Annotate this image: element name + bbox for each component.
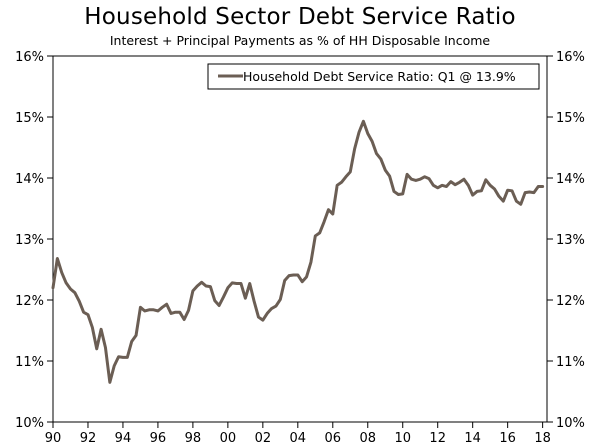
x-tick-label: 08 <box>359 431 376 446</box>
y-tick-label-left: 11% <box>15 355 44 370</box>
y-tick-label-left: 12% <box>15 294 44 309</box>
x-tick-label: 12 <box>429 431 446 446</box>
y-tick-label-left: 13% <box>15 233 44 248</box>
chart-title: Household Sector Debt Service Ratio <box>84 4 516 30</box>
y-tick-label-left: 10% <box>15 416 44 431</box>
x-tick-label: 14 <box>464 431 481 446</box>
y-tick-label-right: 12% <box>556 294 585 309</box>
y-tick-label-left: 15% <box>15 111 44 126</box>
y-tick-label-right: 15% <box>556 111 585 126</box>
y-tick-label-right: 16% <box>556 50 585 65</box>
legend-box <box>207 63 540 90</box>
x-tick-label: 04 <box>290 431 307 446</box>
legend-label: Household Debt Service Ratio: Q1 @ 13.9% <box>243 69 516 84</box>
x-tick-label: 90 <box>45 431 62 446</box>
series-line-debt-service-ratio <box>51 119 545 384</box>
y-tick-label-right: 14% <box>556 172 585 187</box>
x-tick-label: 94 <box>115 431 132 446</box>
plot-area-frame <box>52 55 548 423</box>
legend: Household Debt Service Ratio: Q1 @ 13.9% <box>207 63 540 90</box>
x-tick-label: 00 <box>220 431 237 446</box>
y-tick-label-left: 14% <box>15 172 44 187</box>
y-tick-label-right: 10% <box>556 416 585 431</box>
x-tick-label: 10 <box>394 431 411 446</box>
x-tick-label: 02 <box>255 431 272 446</box>
y-tick-label-left: 16% <box>15 50 44 65</box>
x-tick-label: 92 <box>80 431 97 446</box>
y-tick-label-right: 13% <box>556 233 585 248</box>
x-tick-label: 18 <box>534 431 551 446</box>
x-tick-label: 06 <box>325 431 342 446</box>
chart-subtitle: Interest + Principal Payments as % of HH… <box>109 33 491 48</box>
x-tick-label: 96 <box>150 431 167 446</box>
x-tick-label: 98 <box>185 431 202 446</box>
x-tick-label: 16 <box>499 431 516 446</box>
y-tick-label-right: 11% <box>556 355 585 370</box>
